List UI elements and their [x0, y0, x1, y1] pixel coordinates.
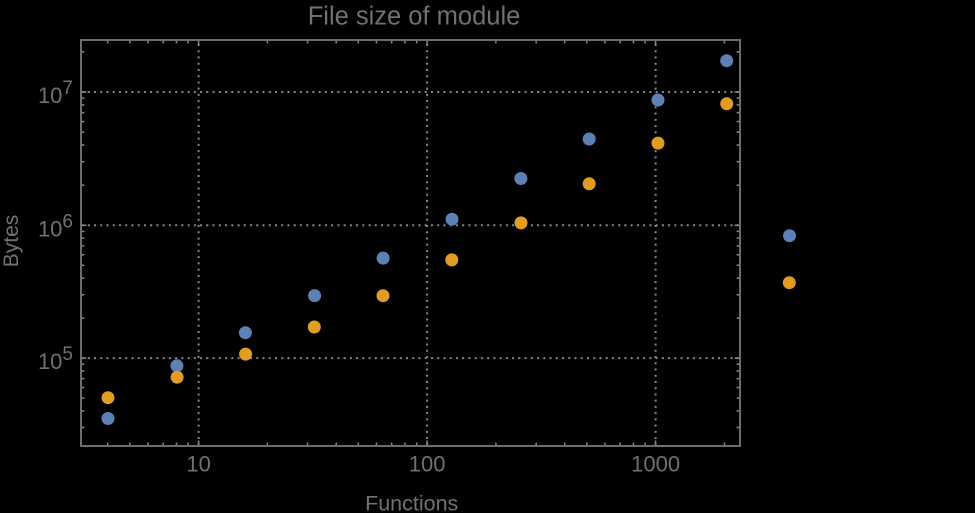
svg-text:107: 107 — [38, 78, 73, 108]
svg-text:File size of module: File size of module — [308, 2, 521, 30]
svg-text:Functions: Functions — [365, 492, 458, 513]
svg-text:1000: 1000 — [631, 452, 680, 477]
svg-text:100: 100 — [409, 452, 446, 477]
svg-text:105: 105 — [38, 344, 73, 374]
svg-text:10: 10 — [186, 452, 210, 477]
svg-text:Bytes: Bytes — [0, 215, 23, 268]
